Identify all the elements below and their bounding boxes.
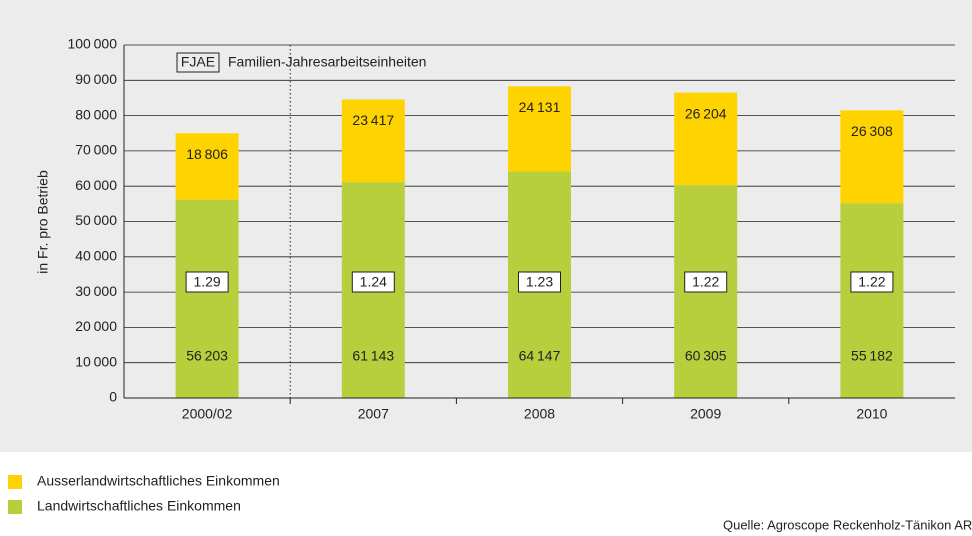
value-label: 61 143 <box>352 348 394 364</box>
y-tick-label: 100 000 <box>67 36 117 52</box>
fjae-box <box>850 271 894 293</box>
bar-segment <box>840 110 904 204</box>
x-tick-label: 2009 <box>690 406 721 422</box>
value-label: 64 147 <box>519 348 561 364</box>
y-tick-label: 80 000 <box>75 106 117 122</box>
bar-segment <box>175 199 239 398</box>
y-tick-label: 20 000 <box>75 318 117 334</box>
fjae-box <box>351 271 395 293</box>
fjae-label: 1.22 <box>692 274 719 290</box>
fjae-box <box>684 271 728 293</box>
value-label: 56 203 <box>186 348 228 364</box>
bar-segment <box>175 133 239 200</box>
value-label: 18 806 <box>186 146 228 162</box>
fjae-box <box>185 271 229 293</box>
x-tick-label: 2010 <box>856 406 887 422</box>
fjae-key-label: FJAE <box>181 54 215 70</box>
y-tick-label: 70 000 <box>75 142 117 158</box>
fjae-label: 1.22 <box>858 274 885 290</box>
legend-label: Ausserlandwirtschaftliches Einkommen <box>37 473 280 489</box>
legend-swatch <box>8 475 22 489</box>
y-tick-label: 10 000 <box>75 353 117 369</box>
fjae-label: 1.29 <box>193 274 220 290</box>
bar-segment <box>341 99 405 183</box>
y-tick-label: 0 <box>109 389 117 405</box>
x-tick-label: 2000/02 <box>182 406 233 422</box>
y-tick-label: 90 000 <box>75 71 117 87</box>
panel <box>0 0 972 452</box>
fjae-key-text: Familien-Jahresarbeitseinheiten <box>228 54 426 70</box>
bar-segment <box>674 92 738 186</box>
fjae-label: 1.23 <box>526 274 553 290</box>
y-tick-label: 40 000 <box>75 248 117 264</box>
fjae-label: 1.24 <box>360 274 387 290</box>
x-tick-label: 2007 <box>358 406 389 422</box>
y-tick-label: 30 000 <box>75 283 117 299</box>
value-label: 26 204 <box>685 105 727 121</box>
value-label: 60 305 <box>685 348 727 364</box>
value-label: 24 131 <box>519 99 561 115</box>
y-tick-label: 60 000 <box>75 177 117 193</box>
x-tick-label: 2008 <box>524 406 555 422</box>
y-tick-label: 50 000 <box>75 212 117 228</box>
value-label: 23 417 <box>352 112 394 128</box>
legend-swatch <box>8 500 22 514</box>
fjae-box <box>518 271 561 293</box>
source: Quelle: Agroscope Reckenholz-Tänikon ART <box>723 517 972 532</box>
fjae-key-box <box>176 52 220 73</box>
value-label: 26 308 <box>851 123 893 139</box>
bar-segment <box>508 86 571 172</box>
legend-label: Landwirtschaftliches Einkommen <box>37 498 241 514</box>
y-axis-label: in Fr. pro Betrieb <box>35 170 51 274</box>
value-label: 55 182 <box>851 348 893 364</box>
bar-segment <box>840 203 904 398</box>
